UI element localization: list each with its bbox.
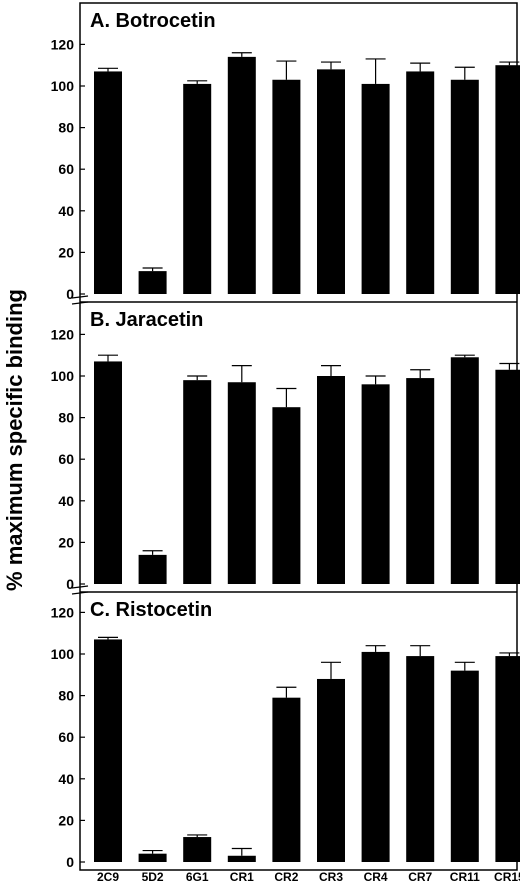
bar-2C9 (94, 639, 122, 862)
panel-2: B. Jaracetin 0 20 40 60 80 100 120 (51, 295, 520, 592)
panel-1: A. Botrocetin 0 20 40 60 80 100 120 (51, 10, 520, 302)
y-tick-label: 120 (51, 604, 75, 620)
y-tick-label: 40 (58, 771, 74, 787)
bar-5D2 (138, 554, 167, 584)
y-tick-label: 40 (58, 203, 74, 219)
bar-CR4 (361, 651, 390, 862)
axis-break-mark (71, 591, 89, 595)
y-tick-label: 80 (58, 120, 74, 136)
bar-CR3 (317, 376, 345, 584)
bar-2C9 (94, 361, 122, 584)
bar-CR11 (450, 670, 479, 862)
axis-break-mark (71, 301, 89, 305)
bar-CR7 (406, 71, 435, 294)
bar-CR11 (450, 357, 479, 584)
x-tick-label: CR11 (450, 870, 480, 884)
bar-CR1 (227, 56, 256, 294)
bar-CR2 (272, 697, 301, 862)
panel-title: B. Jaracetin (90, 309, 203, 331)
bar-5D2 (138, 853, 167, 862)
y-tick-label: 0 (66, 576, 74, 592)
bar-CR15 (495, 65, 520, 294)
x-tick-label: 6G1 (186, 870, 209, 884)
y-axis-label: % maximum specific binding (2, 289, 27, 591)
y-tick-label: 20 (58, 534, 74, 550)
panel-title: C. Ristocetin (90, 599, 212, 621)
y-tick-label: 120 (51, 326, 75, 342)
y-tick-label: 80 (58, 410, 74, 426)
bar-2C9 (94, 71, 122, 294)
x-tick-label: CR1 (230, 870, 254, 884)
y-tick-label: 40 (58, 493, 74, 509)
y-tick-label: 0 (66, 286, 74, 302)
bar-CR7 (406, 378, 435, 584)
bar-CR11 (450, 79, 479, 294)
bar-6G1 (183, 837, 212, 862)
y-tick-label: 60 (58, 451, 74, 467)
bar-CR1 (227, 382, 256, 584)
axis-break-mark (71, 295, 89, 299)
x-tick-label: CR4 (364, 870, 388, 884)
bar-CR4 (361, 83, 390, 294)
y-tick-label: 80 (58, 688, 74, 704)
x-tick-label: CR7 (408, 870, 432, 884)
x-tick-label: CR2 (274, 870, 298, 884)
bar-CR7 (406, 656, 435, 862)
x-tick-label: 2C9 (97, 870, 119, 884)
bar-6G1 (183, 83, 212, 294)
y-tick-label: 60 (58, 729, 74, 745)
y-tick-label: 120 (51, 36, 75, 52)
bar-CR2 (272, 407, 301, 584)
axis-break-mark (71, 585, 89, 589)
bar-CR3 (317, 69, 345, 294)
y-tick-label: 100 (51, 78, 75, 94)
bar-CR3 (317, 678, 345, 862)
bar-5D2 (138, 271, 167, 294)
bar-CR15 (495, 369, 520, 584)
y-tick-label: 100 (51, 368, 75, 384)
y-tick-label: 20 (58, 244, 74, 260)
y-tick-label: 20 (58, 812, 74, 828)
y-tick-label: 0 (66, 854, 74, 870)
y-tick-label: 100 (51, 646, 75, 662)
x-tick-label: 5D2 (142, 870, 164, 884)
bar-6G1 (183, 380, 212, 584)
y-tick-label: 60 (58, 161, 74, 177)
bar-CR4 (361, 384, 390, 584)
bar-CR1 (227, 855, 256, 862)
panel-3: C. Ristocetin 0 20 40 60 80 100 120 (51, 585, 520, 870)
x-tick-label: CR15 (494, 870, 520, 884)
x-tick-label: CR3 (319, 870, 343, 884)
bar-CR15 (495, 656, 520, 862)
bar-CR2 (272, 79, 301, 294)
panel-title: A. Botrocetin (90, 10, 216, 32)
